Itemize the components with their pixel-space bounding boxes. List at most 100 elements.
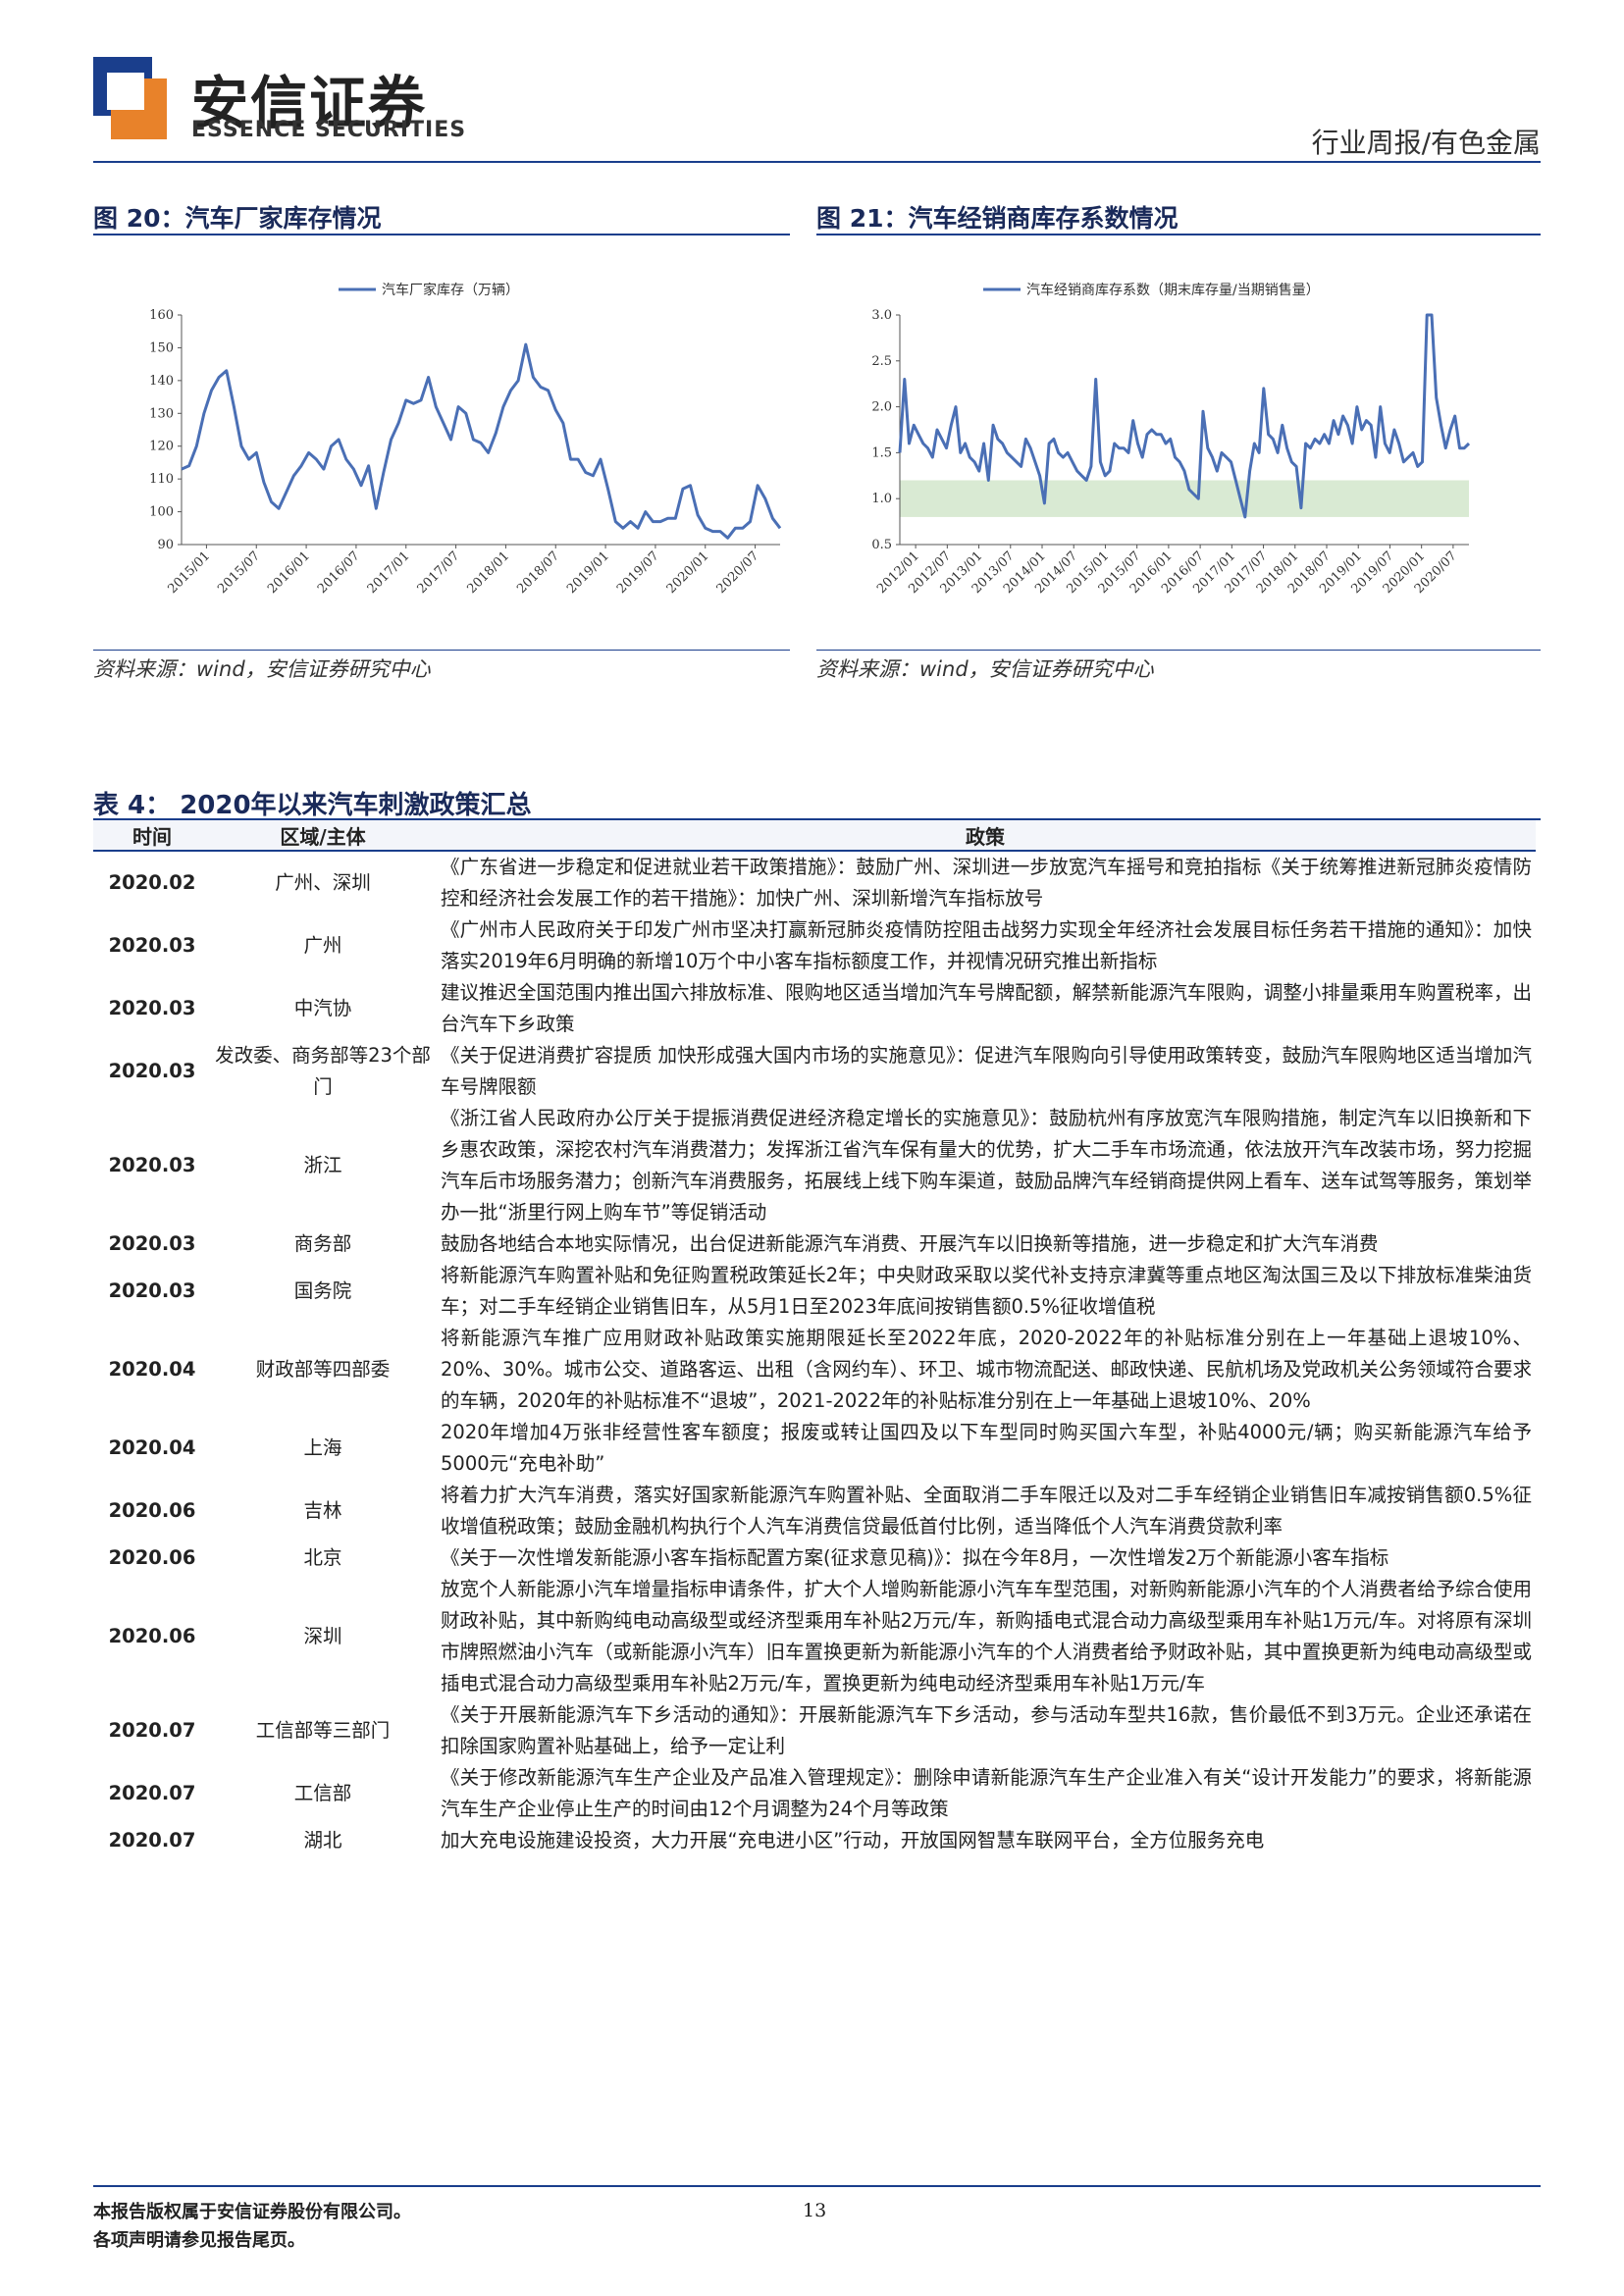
- report-type: 行业周报/有色金属: [1311, 127, 1541, 159]
- row-policy: 建议推迟全国范围内推出国六排放标准、限购地区适当增加汽车号牌配额，解禁新能源汽车…: [441, 981, 1532, 1035]
- row-time: 2020.07: [108, 1782, 196, 1804]
- row-area: 广州、深圳: [275, 871, 371, 894]
- figure-20-source: 资料来源：wind，安信证券研究中心: [93, 657, 431, 681]
- series-line: [181, 342, 782, 540]
- y-tick-label: 110: [149, 472, 174, 487]
- y-tick-label: 2.0: [871, 400, 892, 415]
- row-policy: 《关于促进消费扩容提质 加快形成强大国内市场的实施意见》：促进汽车限购向引导使用…: [441, 1044, 1532, 1098]
- row-time: 2020.06: [108, 1546, 196, 1569]
- row-time: 2020.03: [108, 997, 196, 1019]
- y-tick-label: 1.0: [871, 492, 892, 506]
- table-row: 2020.03 广州 《广州市人民政府关于印发广州市坚决打赢新冠肺炎疫情防控阻击战努…: [93, 914, 1536, 977]
- company-logo: [93, 57, 167, 145]
- row-time: 2020.06: [108, 1499, 196, 1522]
- figure-21-title: 图 21：汽车经销商库存系数情况: [816, 204, 1179, 233]
- row-area: 广州: [303, 934, 342, 957]
- legend-label: 汽车厂家库存（万辆）: [382, 282, 519, 298]
- row-time: 2020.03: [108, 1232, 196, 1255]
- y-tick-label: 160: [149, 308, 174, 323]
- row-policy: 《关于一次性增发新能源小客车指标配置方案(征求意见稿)》：拟在今年8月，一次性增…: [441, 1546, 1389, 1569]
- table-row: 2020.06 深圳 放宽个人新能源小汽车增量指标申请条件，扩大个人增购新能源小汽车…: [93, 1574, 1536, 1699]
- table-row: 2020.04 上海 2020年增加4万张非经营性客车额度；报废或转让国四及以下车型…: [93, 1417, 1536, 1480]
- table-row: 2020.03 商务部 鼓励各地结合本地实际情况，出台促进新能源汽车消费、开展汽车以…: [93, 1228, 1536, 1260]
- row-policy: 《浙江省人民政府办公厅关于提振消费促进经济稳定增长的实施意见》：鼓励杭州有序放宽…: [441, 1107, 1532, 1224]
- x-tick-label: 2016/01: [265, 548, 313, 597]
- row-time: 2020.06: [108, 1625, 196, 1647]
- table-header-row: 时间 区域/主体 政策: [93, 820, 1536, 851]
- table-row: 2020.07 湖北 加大充电设施建设投资，大力开展“充电进小区”行动，开放国网智慧…: [93, 1825, 1536, 1856]
- row-time: 2020.03: [108, 1279, 196, 1302]
- row-time: 2020.04: [108, 1358, 196, 1381]
- figure-21-title-rule: [816, 234, 1541, 235]
- row-area: 工信部等三部门: [255, 1719, 391, 1742]
- figure-20-bottom-rule: [93, 650, 790, 651]
- row-area: 深圳: [303, 1625, 342, 1647]
- row-area: 国务院: [293, 1279, 352, 1302]
- policy-table-wrapper: 时间 区域/主体 政策 2020.02 广州、深圳 《广东省进一步稳定和促进就业若干…: [93, 820, 1541, 1856]
- x-tick-label: 2019/01: [564, 548, 612, 597]
- x-tick-label: 2015/07: [215, 548, 263, 597]
- row-time: 2020.02: [108, 871, 196, 894]
- row-policy: 《关于修改新能源汽车生产企业及产品准入管理规定》：删除申请新能源汽车生产企业准入…: [441, 1766, 1532, 1820]
- row-policy: 《关于开展新能源汽车下乡活动的通知》：开展新能源汽车下乡活动，参与活动车型共16…: [441, 1703, 1532, 1757]
- footer-copyright: 本报告版权属于安信证券股份有限公司。: [93, 2202, 411, 2222]
- y-tick-label: 1.5: [871, 445, 892, 460]
- table-row: 2020.03 中汽协 建议推迟全国范围内推出国六排放标准、限购地区适当增加汽车号牌…: [93, 977, 1536, 1040]
- header-policy: 政策: [966, 824, 1005, 849]
- header-area: 区域/主体: [280, 824, 366, 849]
- row-policy: 将新能源汽车购置补贴和免征购置税政策延长2年；中央财政采取以奖代补支持京津冀等重…: [441, 1264, 1532, 1318]
- table-4-title: 表 4： 2020年以来汽车刺激政策汇总: [93, 791, 532, 820]
- y-tick-label: 150: [149, 340, 174, 355]
- x-tick-label: 2017/07: [415, 548, 463, 597]
- table-row: 2020.06 北京 《关于一次性增发新能源小客车指标配置方案(征求意见稿)》：拟在…: [93, 1542, 1536, 1574]
- row-time: 2020.03: [108, 934, 196, 957]
- row-area: 湖北: [303, 1829, 342, 1852]
- y-tick-label: 90: [157, 538, 174, 552]
- row-policy: 鼓励各地结合本地实际情况，出台促进新能源汽车消费、开展汽车以旧换新等措施，进一步…: [441, 1232, 1379, 1255]
- row-policy: 《广州市人民政府关于印发广州市坚决打赢新冠肺炎疫情防控阻击战努力实现全年经济社会…: [441, 918, 1532, 972]
- row-policy: 2020年增加4万张非经营性客车额度；报废或转让国四及以下车型同时购买国六车型，…: [441, 1421, 1532, 1475]
- table-row: 2020.03 国务院 将新能源汽车购置补贴和免征购置税政策延长2年；中央财政采取以…: [93, 1260, 1536, 1323]
- y-tick-label: 100: [149, 505, 174, 520]
- figure-21-chart: 3.02.52.01.51.00.52012/012012/072013/012…: [871, 282, 1471, 597]
- y-tick-label: 3.0: [871, 308, 892, 323]
- table-row: 2020.04 财政部等四部委 将新能源汽车推广应用财政补贴政策实施期限延长至202…: [93, 1323, 1536, 1417]
- table-title-rule: [93, 818, 1541, 820]
- brand-name-en: ESSENCE SECURITIES: [191, 118, 467, 142]
- figure-21-source: 资料来源：wind，安信证券研究中心: [816, 657, 1154, 681]
- x-tick-label: 2018/07: [514, 548, 562, 597]
- row-area: 上海: [303, 1436, 342, 1459]
- header-divider: [93, 161, 1541, 163]
- table-row: 2020.03 浙江 《浙江省人民政府办公厅关于提振消费促进经济稳定增长的实施意见》…: [93, 1103, 1536, 1228]
- footer-disclaimer: 各项声明请参见报告尾页。: [93, 2230, 305, 2251]
- y-tick-label: 0.5: [871, 538, 892, 552]
- figure-20-title: 图 20：汽车厂家库存情况: [93, 204, 382, 233]
- row-policy: 放宽个人新能源小汽车增量指标申请条件，扩大个人增购新能源小汽车车型范围，对新购新…: [441, 1578, 1532, 1695]
- x-tick-label: 2020/01: [664, 548, 712, 597]
- x-tick-label: 2015/01: [165, 548, 213, 597]
- policy-table: 时间 区域/主体 政策 2020.02 广州、深圳 《广东省进一步稳定和促进就业若干…: [93, 820, 1536, 1856]
- y-tick-label: 2.5: [871, 354, 892, 369]
- table-row: 2020.06 吉林 将着力扩大汽车消费，落实好国家新能源汽车购置补贴、全面取消二手…: [93, 1480, 1536, 1542]
- shaded-band: [900, 480, 1469, 517]
- x-tick-label: 2019/07: [614, 548, 662, 597]
- x-tick-label: 2018/01: [464, 548, 512, 597]
- row-area: 吉林: [303, 1499, 342, 1522]
- table-row: 2020.02 广州、深圳 《广东省进一步稳定和促进就业若干政策措施》：鼓励广州、深…: [93, 851, 1536, 914]
- row-policy: 将新能源汽车推广应用财政补贴政策实施期限延长至2022年底，2020-2022年…: [441, 1327, 1532, 1412]
- row-area: 发改委、商务部等23个部门: [215, 1044, 431, 1098]
- y-tick-label: 130: [149, 406, 174, 421]
- header-time: 时间: [132, 824, 172, 849]
- x-tick-label: 2017/01: [365, 548, 413, 597]
- figure-21-bottom-rule: [816, 650, 1541, 651]
- y-tick-label: 140: [149, 374, 174, 389]
- row-area: 浙江: [303, 1154, 342, 1176]
- table-row: 2020.03 发改委、商务部等23个部门 《关于促进消费扩容提质 加快形成强大国内…: [93, 1040, 1536, 1103]
- row-area: 北京: [303, 1546, 342, 1569]
- footer-divider: [93, 2185, 1541, 2187]
- table-row: 2020.07 工信部 《关于修改新能源汽车生产企业及产品准入管理规定》：删除申请新…: [93, 1762, 1536, 1825]
- table-row: 2020.07 工信部等三部门 《关于开展新能源汽车下乡活动的通知》：开展新能源汽车…: [93, 1699, 1536, 1762]
- row-area: 中汽协: [293, 997, 352, 1019]
- row-time: 2020.07: [108, 1829, 196, 1852]
- row-time: 2020.04: [108, 1436, 196, 1459]
